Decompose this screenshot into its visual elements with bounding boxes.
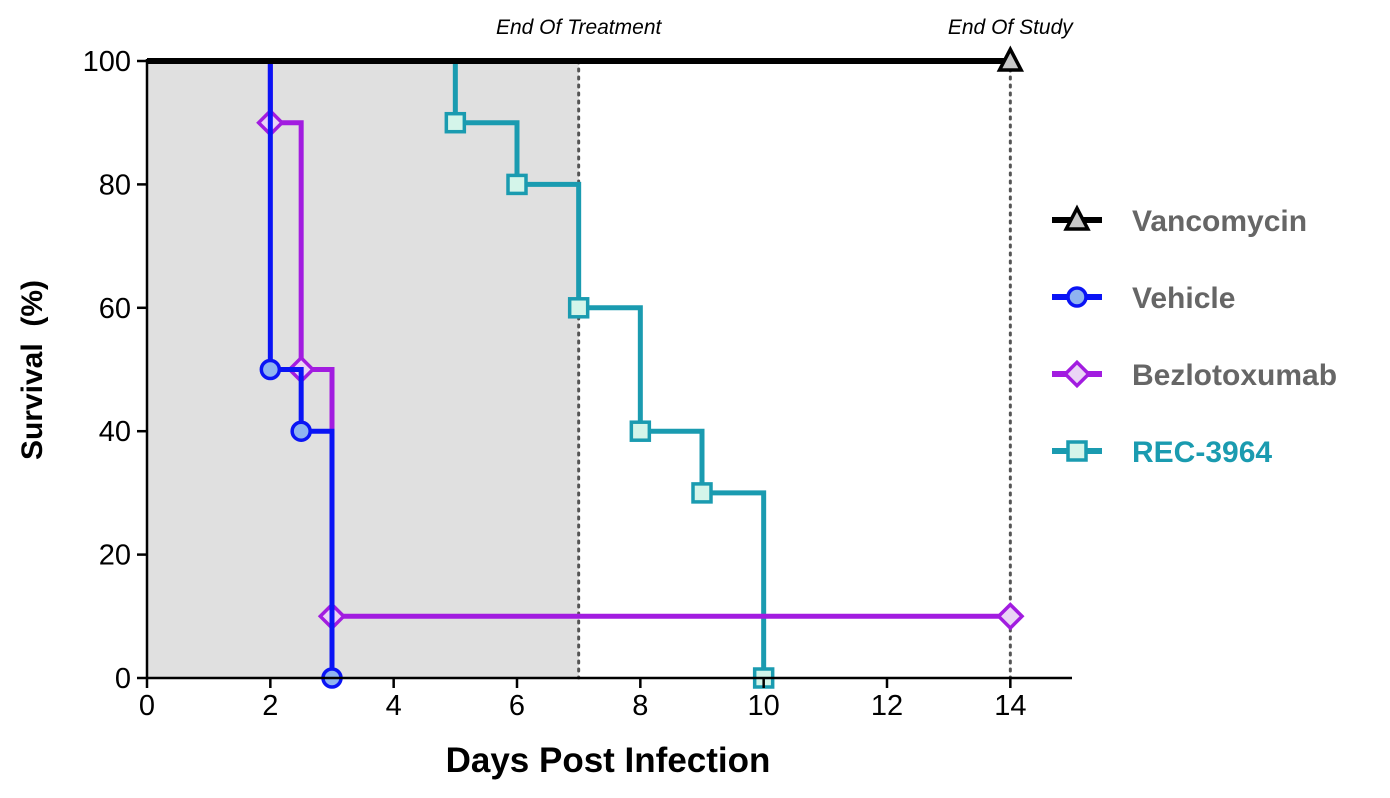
x-tick-label: 2 xyxy=(262,690,278,722)
x-tick-label: 12 xyxy=(871,690,903,722)
legend-label: Bezlotoxumab xyxy=(1132,359,1337,392)
y-tick-label: 60 xyxy=(99,293,131,325)
annotation-label: End Of Study xyxy=(948,16,1074,39)
data-point xyxy=(996,45,1025,72)
y-tick-label: 40 xyxy=(99,416,131,448)
data-point xyxy=(506,173,528,196)
legend-label: REC-3964 xyxy=(1132,436,1272,469)
data-point xyxy=(259,358,282,381)
legend-item: REC-3964 xyxy=(1052,436,1272,469)
y-tick-label: 80 xyxy=(99,169,131,201)
legend-item: Bezlotoxumab xyxy=(1052,359,1337,392)
legend-label: Vehicle xyxy=(1132,282,1235,315)
data-point xyxy=(629,420,652,442)
legend-label: Vancomycin xyxy=(1132,205,1307,238)
series-vancomycin xyxy=(147,45,1025,72)
y-tick-label: 0 xyxy=(115,663,131,695)
treatment-shaded-region xyxy=(147,61,579,678)
x-tick-label: 8 xyxy=(632,690,648,722)
x-axis-title: Days Post Infection xyxy=(446,741,771,780)
data-point xyxy=(567,297,590,319)
legend-marker-diamond-icon xyxy=(1062,359,1092,389)
data-point xyxy=(290,420,312,442)
x-tick-label: 10 xyxy=(748,690,780,722)
legend-item: Vehicle xyxy=(1052,282,1235,315)
x-tick-label: 14 xyxy=(994,690,1026,722)
legend-marker-circle-icon xyxy=(1066,286,1088,308)
annotation-label: End Of Treatment xyxy=(496,16,663,39)
data-point xyxy=(691,482,713,504)
legend-marker-square-icon xyxy=(1066,440,1088,462)
y-tick-label: 20 xyxy=(99,540,131,572)
y-axis-title: Survival (%) xyxy=(16,280,49,460)
legend-marker-triangle-icon xyxy=(1063,204,1091,231)
x-tick-label: 4 xyxy=(386,690,402,722)
x-tick-label: 0 xyxy=(139,690,155,722)
legend-item: Vancomycin xyxy=(1052,204,1307,238)
x-tick-label: 6 xyxy=(509,690,525,722)
data-point xyxy=(444,111,467,134)
data-point xyxy=(996,602,1025,631)
y-tick-label: 100 xyxy=(83,46,131,78)
